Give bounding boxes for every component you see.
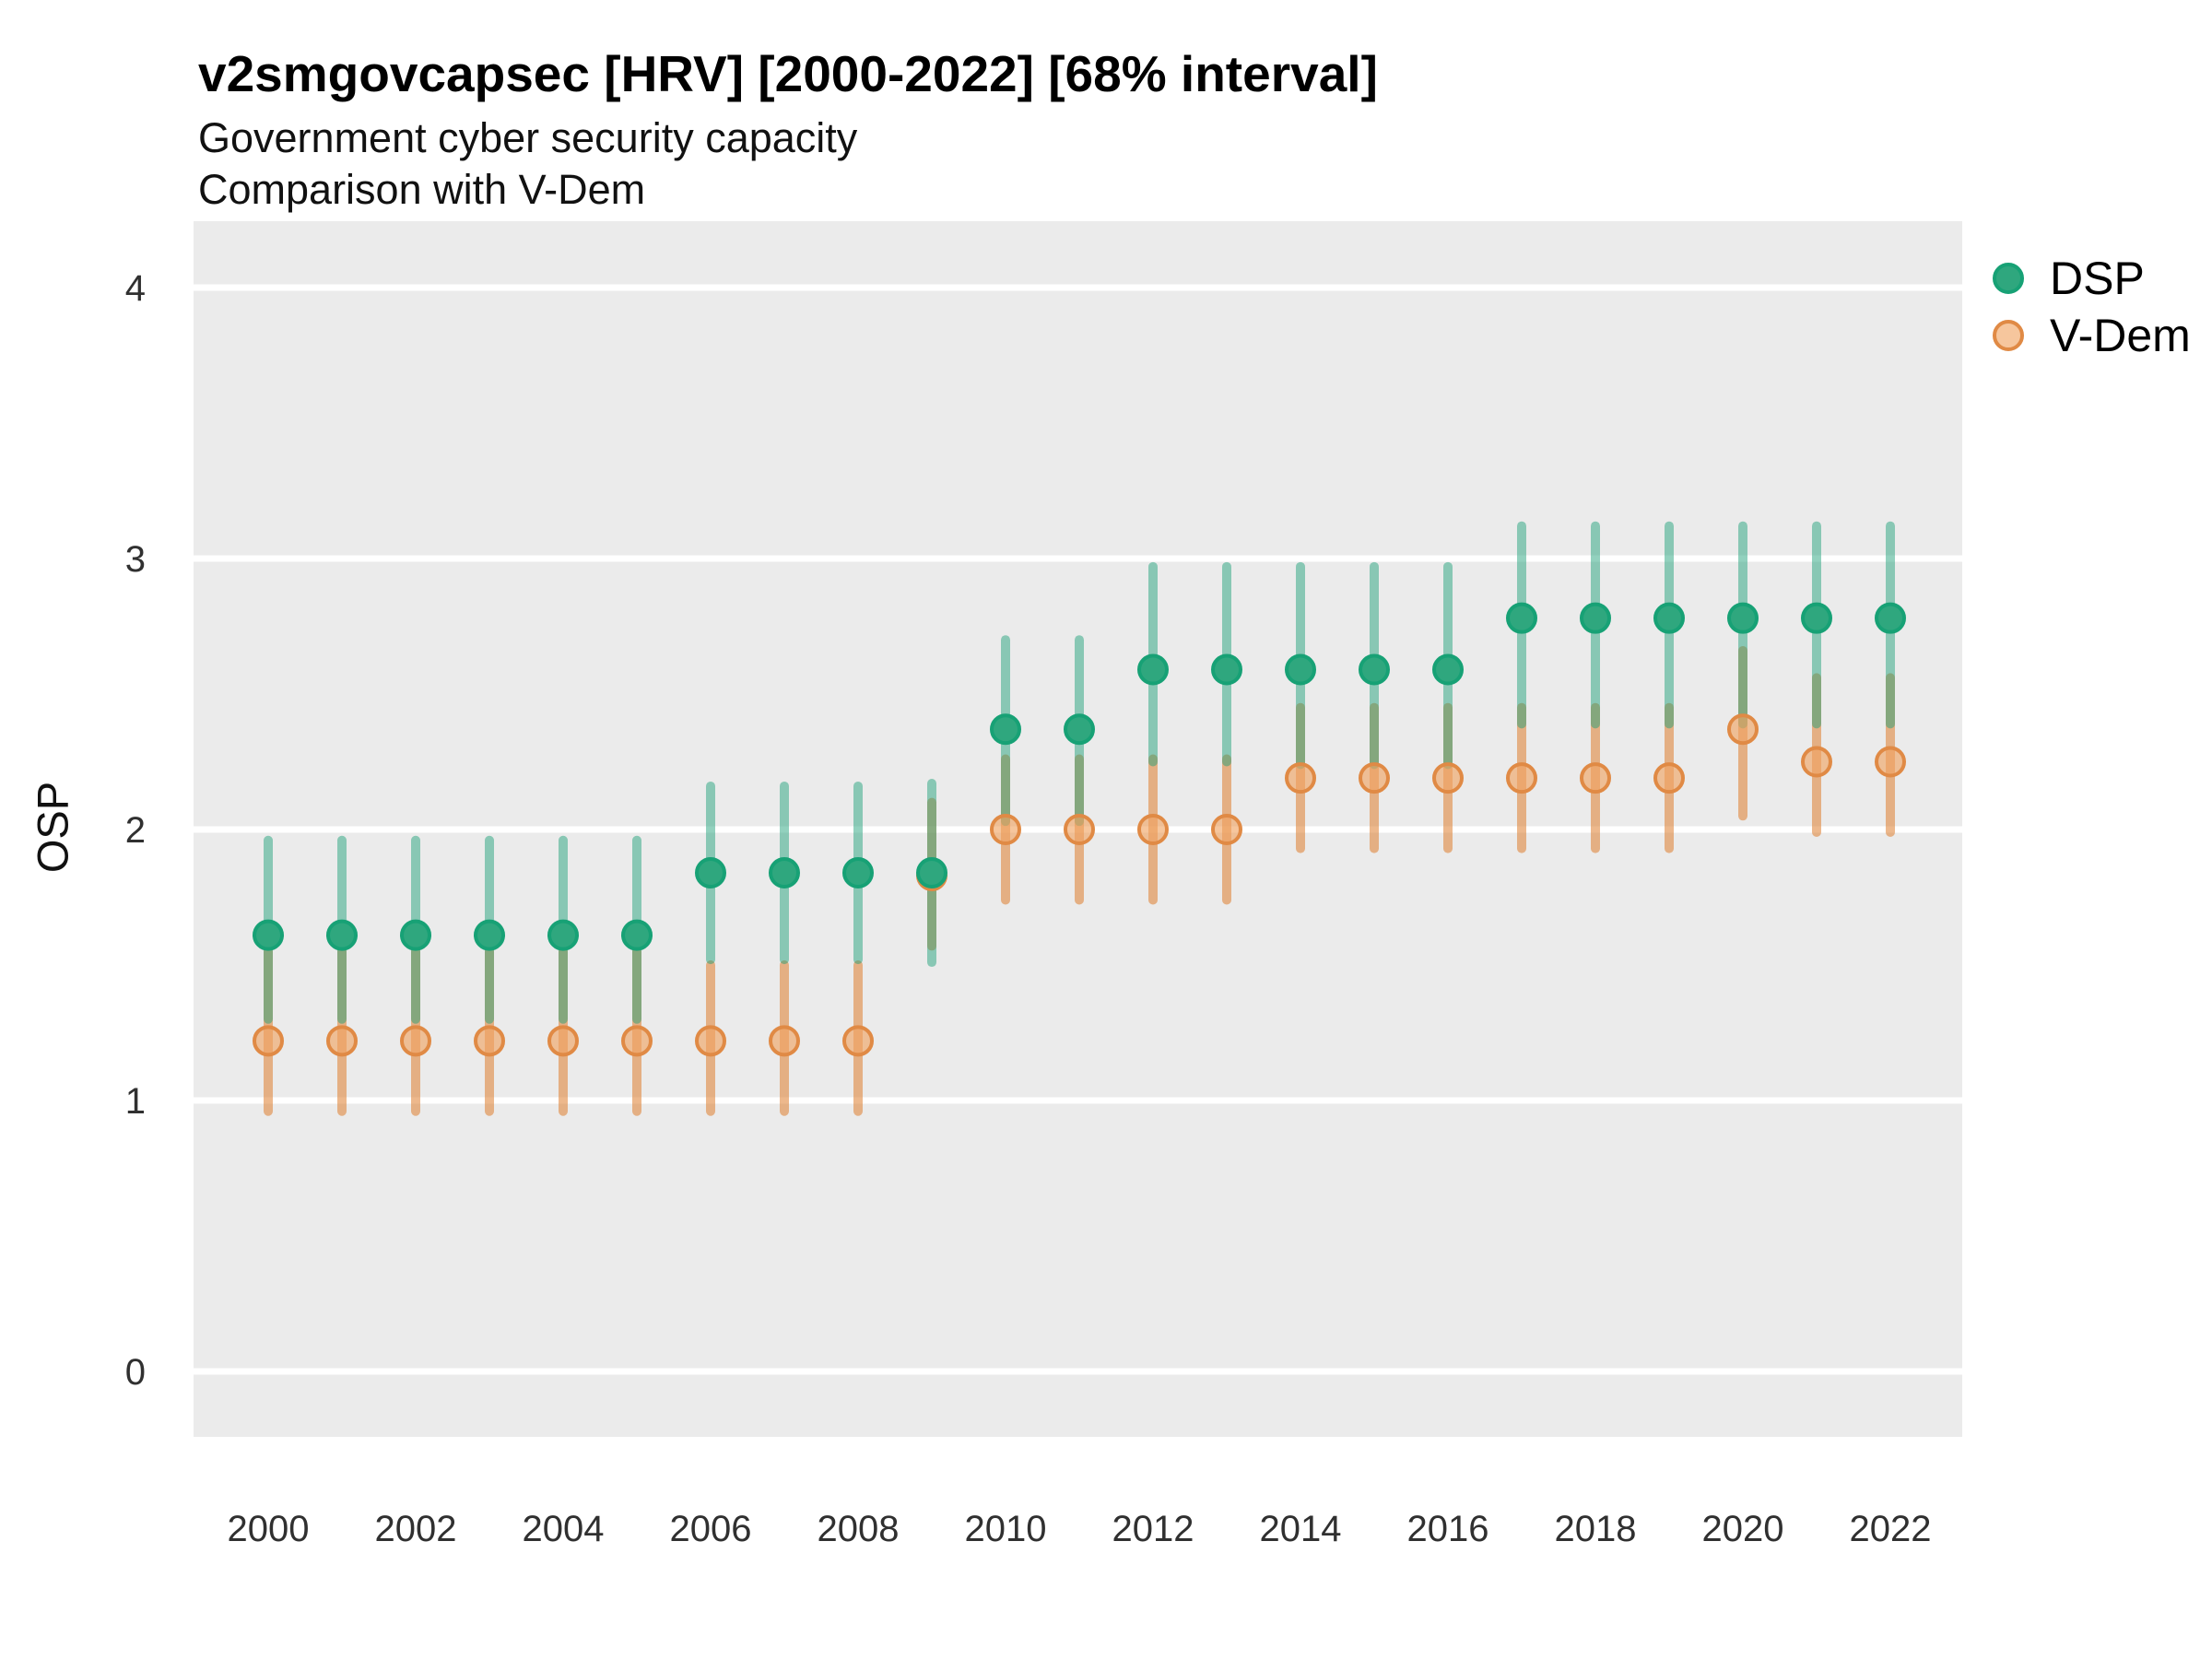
page-subtitle-line2: Comparison with V-Dem: [198, 166, 646, 213]
dsp-point: [990, 713, 1021, 746]
x-tick-label-2020: 2020: [1702, 1509, 1784, 1549]
dsp-point: [253, 919, 284, 951]
dsp-point: [769, 857, 800, 889]
vdem-point: [695, 1025, 726, 1057]
vdem-point: [769, 1025, 800, 1057]
vdem-point: [1801, 746, 1832, 778]
x-tick-label-2016: 2016: [1407, 1509, 1489, 1549]
vdem-point: [547, 1025, 579, 1057]
dsp-point: [621, 919, 653, 951]
dsp-point: [842, 857, 874, 889]
y-tick-label-2: 2: [125, 810, 146, 851]
vdem-point: [253, 1025, 284, 1057]
vdem-point: [1653, 762, 1685, 794]
legend-label-dsp: DSP: [2050, 253, 2145, 304]
x-tick-label-2014: 2014: [1260, 1509, 1342, 1549]
dsp-point: [1801, 602, 1832, 634]
dsp-point: [1727, 602, 1759, 634]
dsp-point: [1359, 653, 1390, 686]
dsp-point: [326, 919, 358, 951]
dsp-point: [1064, 713, 1095, 746]
vdem-point: [842, 1025, 874, 1057]
vdem-point: [1875, 746, 1906, 778]
vdem-point: [1580, 762, 1611, 794]
vdem-legend-marker-icon: [1993, 320, 2024, 351]
vdem-point: [1137, 814, 1169, 845]
x-tick-label-2002: 2002: [375, 1509, 457, 1549]
vdem-point: [621, 1025, 653, 1057]
x-tick-label-2000: 2000: [228, 1509, 310, 1549]
dsp-point: [1875, 602, 1906, 634]
x-tick-label-2006: 2006: [670, 1509, 752, 1549]
dsp-point: [916, 857, 947, 889]
dsp-point: [474, 919, 505, 951]
x-tick-label-2018: 2018: [1555, 1509, 1637, 1549]
y-tick-label-0: 0: [125, 1352, 146, 1393]
legend: DSP V-Dem: [1991, 250, 2191, 364]
dsp-point: [400, 919, 431, 951]
y-tick-label-4: 4: [125, 268, 146, 309]
page-subtitle-line1: Government cyber security capacity: [198, 114, 858, 161]
dsp-legend-marker-icon: [1993, 263, 2024, 294]
dsp-point: [1432, 653, 1464, 686]
dsp-point: [1211, 653, 1242, 686]
vdem-point: [1211, 814, 1242, 845]
dsp-point: [547, 919, 579, 951]
y-tick-label-3: 3: [125, 539, 146, 580]
dsp-point: [1506, 602, 1537, 634]
legend-label-vdem: V-Dem: [2050, 310, 2191, 361]
x-tick-label-2012: 2012: [1112, 1509, 1194, 1549]
vdem-point: [326, 1025, 358, 1057]
legend-item-vdem: V-Dem: [1991, 307, 2191, 364]
vdem-point: [1727, 713, 1759, 746]
vdem-point: [400, 1025, 431, 1057]
y-tick-label-1: 1: [125, 1081, 146, 1122]
x-tick-label-2008: 2008: [818, 1509, 900, 1549]
y-axis-label: OSP: [28, 781, 77, 874]
vdem-point: [990, 814, 1021, 845]
dsp-point: [1285, 653, 1316, 686]
page-title: v2smgovcapsec [HRV] [2000-2022] [68% int…: [198, 45, 1378, 102]
vdem-point: [1064, 814, 1095, 845]
x-tick-label-2010: 2010: [965, 1509, 1047, 1549]
vdem-point: [1359, 762, 1390, 794]
dsp-point: [1580, 602, 1611, 634]
dsp-point: [1653, 602, 1685, 634]
legend-item-dsp: DSP: [1991, 250, 2191, 307]
dsp-point: [1137, 653, 1169, 686]
vdem-point: [474, 1025, 505, 1057]
dsp-point: [695, 857, 726, 889]
x-tick-label-2004: 2004: [523, 1509, 605, 1549]
vdem-point: [1285, 762, 1316, 794]
x-tick-label-2022: 2022: [1850, 1509, 1932, 1549]
vdem-point: [1432, 762, 1464, 794]
vdem-point: [1506, 762, 1537, 794]
